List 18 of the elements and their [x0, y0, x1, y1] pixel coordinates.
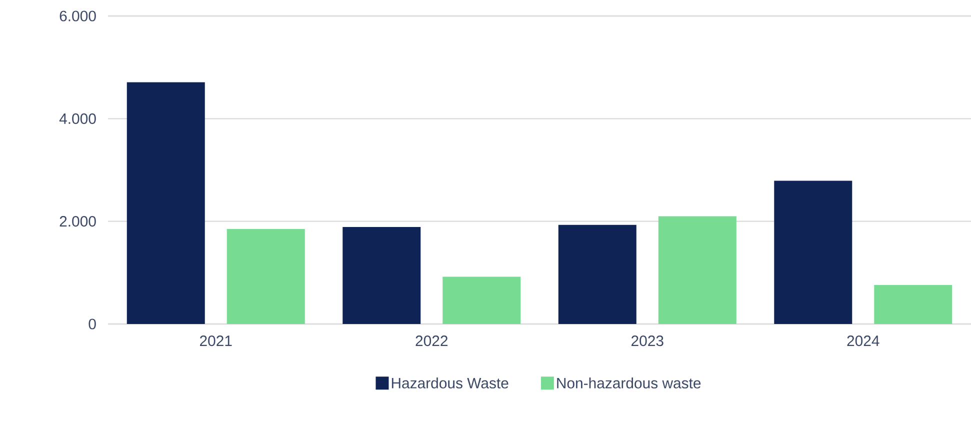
x-tick-label: 2023 [632, 336, 664, 346]
y-tick-label: 6.000 [60, 10, 96, 22]
legend-label: Non-hazardous waste [557, 377, 701, 388]
bar [874, 284, 952, 324]
y-tick-label: 4.000 [59, 113, 96, 124]
y-tick-label: 0 [88, 318, 96, 330]
bar [442, 276, 521, 324]
bar [126, 82, 205, 324]
bar [226, 229, 305, 324]
x-tick-label: 2024 [847, 336, 880, 346]
legend-label: Hazardous Waste [392, 377, 508, 388]
x-tick-label: 2021 [200, 336, 232, 346]
x-tick-label: 2022 [416, 336, 448, 346]
y-tick-label: 2.000 [60, 216, 96, 227]
bar [342, 226, 421, 324]
bar [558, 224, 636, 324]
bar [774, 180, 852, 324]
bar [658, 216, 736, 324]
